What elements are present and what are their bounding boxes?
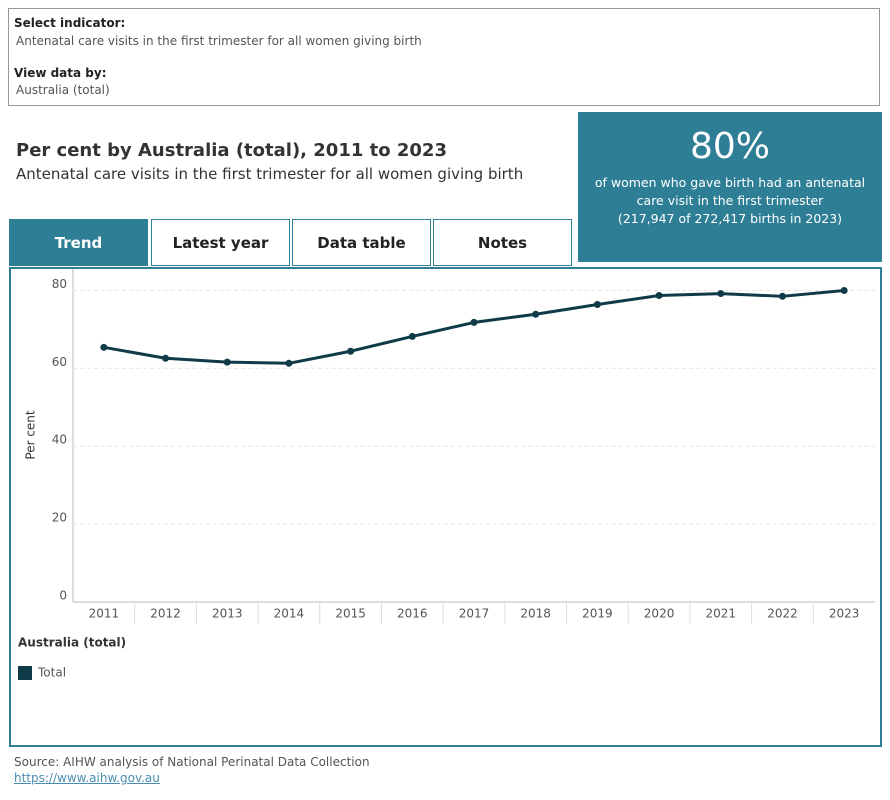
x-tick-label: 2011 <box>89 607 120 621</box>
y-tick-label: 20 <box>52 511 67 525</box>
x-tick-label: 2021 <box>705 607 736 621</box>
marker <box>347 347 355 355</box>
x-tick-label: 2014 <box>274 607 305 621</box>
marker <box>778 292 786 300</box>
x-tick-label: 2017 <box>459 607 490 621</box>
kpi-card: 80% of women who gave birth had an anten… <box>578 112 882 262</box>
x-tick-label: 2020 <box>644 607 675 621</box>
subtitle: Antenatal care visits in the first trime… <box>16 165 524 183</box>
marker <box>840 286 848 294</box>
x-tick-label: 2019 <box>582 607 613 621</box>
legend-label: Total <box>37 666 66 680</box>
marker <box>593 300 601 308</box>
marker <box>655 292 663 300</box>
y-tick-label: 0 <box>59 589 67 603</box>
source: Source: AIHW analysis of National Perina… <box>14 755 370 769</box>
kpi-detail: (217,947 of 272,417 births in 2023) <box>617 211 843 226</box>
filter-panel: Select indicator: Antenatal care visits … <box>8 8 880 106</box>
y-axis-title: Per cent <box>24 410 38 460</box>
filter-label: View data by: <box>14 66 107 80</box>
legend-title: Australia (total) <box>18 636 126 650</box>
chart: Per cent Australia (total) 0 20 40 60 80 2011… <box>18 269 875 680</box>
kpi-text: of women who gave birth had an antenatal… <box>584 174 876 228</box>
kpi-desc: of women who gave birth had an antenatal… <box>594 175 866 208</box>
source-link[interactable]: https://www.aihw.gov.au <box>14 771 160 785</box>
y-tick-label: 60 <box>52 355 67 369</box>
tab[interactable]: Trend <box>9 219 148 266</box>
tab[interactable]: Latest year <box>151 219 290 266</box>
x-tick-label: 2012 <box>150 607 181 621</box>
filter-label: Select indicator: <box>14 16 126 30</box>
x-tick-label: 2016 <box>397 607 428 621</box>
filter-value[interactable]: Antenatal care visits in the first trime… <box>16 34 422 48</box>
x-tick-label: 2022 <box>767 607 798 621</box>
title: Per cent by Australia (total), 2011 to 2… <box>16 140 447 161</box>
x-tick-label: 2018 <box>520 607 551 621</box>
marker <box>470 318 478 326</box>
marker <box>285 359 293 367</box>
legend-swatch <box>18 666 32 680</box>
marker <box>717 290 725 298</box>
tab[interactable]: Notes <box>433 219 572 266</box>
x-tick-label: 2015 <box>335 607 366 621</box>
marker <box>408 332 416 340</box>
marker <box>162 354 170 362</box>
x-tick-label: 2023 <box>829 607 860 621</box>
marker <box>223 358 231 366</box>
kpi-value: 80% <box>689 126 770 167</box>
line <box>103 288 845 365</box>
filter-value[interactable]: Australia (total) <box>16 83 110 97</box>
marker <box>532 310 540 318</box>
chart-panel: Per cent Australia (total) 0 20 40 60 80 2011… <box>9 267 882 747</box>
marker <box>100 343 108 351</box>
x-tick-label: 2013 <box>212 607 243 621</box>
y-tick-label: 80 <box>52 277 67 291</box>
y-tick-label: 40 <box>52 433 67 447</box>
tab[interactable]: Data table <box>292 219 431 266</box>
